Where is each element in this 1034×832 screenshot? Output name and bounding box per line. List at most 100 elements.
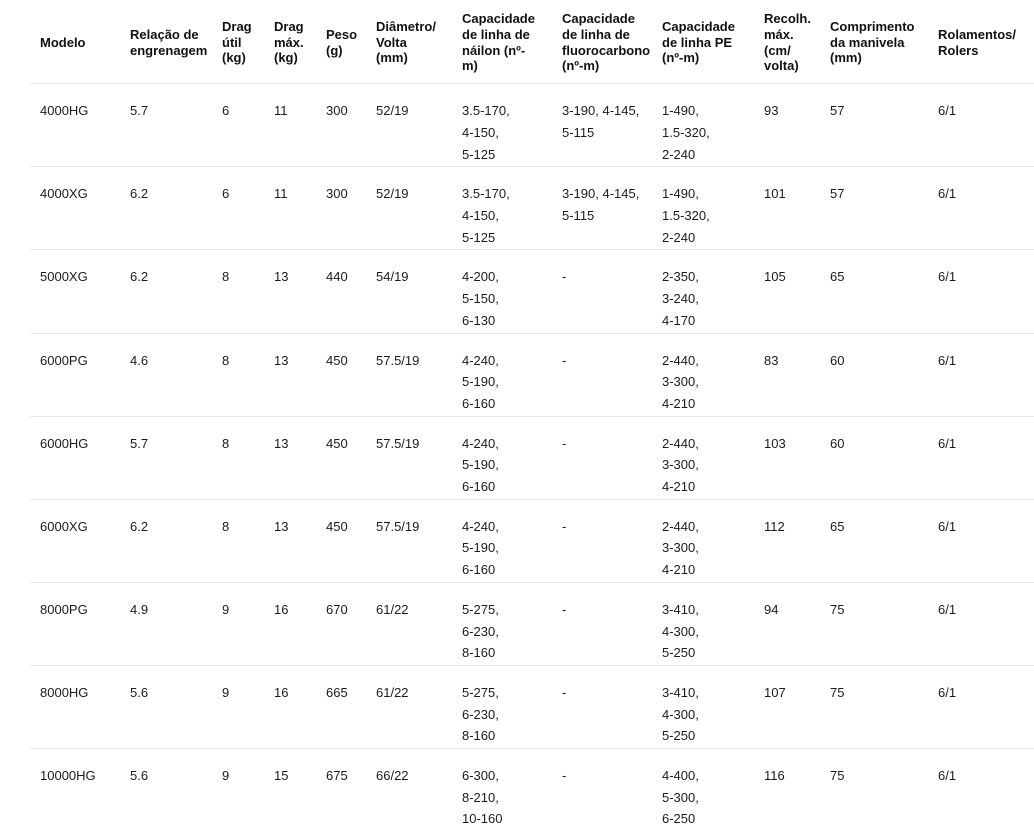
cell-gear-ratio: 5.6	[120, 665, 212, 750]
table-row: 6000XG 6.2 8 13 450 57.5/19 4-240, 5-190, 6-16…	[30, 499, 1034, 583]
cell-linha-nailon: 4-240, 5-190, 6-160	[452, 416, 552, 500]
column-header-recolhimento-max: Recolh. máx. (cm/ volta)	[754, 2, 820, 85]
cell-diametro-volta: 66/22	[376, 768, 409, 784]
cell-peso: 300	[316, 83, 366, 168]
cell-gear-ratio: 6.2	[120, 166, 212, 251]
cell-comprimento-manivela: 65	[820, 499, 928, 583]
cell-rolamentos: 6/1	[938, 768, 957, 784]
table-row: 5000XG 6.2 8 13 440 54/19 4-200, 5-150, 6-130-…	[30, 249, 1034, 334]
header-row: Modelo Relação de engrenagem Drag útil (…	[30, 2, 1034, 85]
column-header-comprimento-manivela: Comprimento da manivela (mm)	[820, 2, 928, 85]
cell-drag-max: 11	[264, 166, 316, 251]
cell-drag-util: 9	[222, 768, 230, 784]
cell-comprimento-manivela: 60	[820, 333, 928, 417]
cell-linha-fluorocarbono: -	[552, 333, 652, 417]
cell-diametro-volta: 57.5/19	[366, 333, 452, 417]
cell-rolamentos: 6/1	[928, 582, 1034, 666]
cell-diametro-volta: 57.5/19	[366, 416, 452, 500]
cell-modelo: 6000HG	[30, 416, 120, 500]
cell-drag-util: 8	[212, 333, 264, 417]
cell-diametro-volta: 57.5/19	[366, 499, 452, 583]
cell-diametro-volta: 52/19	[366, 166, 452, 251]
column-header-linha-pe: Capacidade de linha PE (nº-m)	[652, 2, 754, 85]
cell-recolhimento-max: 107	[754, 665, 820, 750]
cell-drag-max: 13	[264, 333, 316, 417]
cell-gear-ratio: 6.2	[120, 499, 212, 583]
cell-diametro-volta: 52/19	[366, 83, 452, 168]
cell-modelo: 10000HG	[40, 768, 96, 784]
cell-rolamentos: 6/1	[928, 665, 1034, 750]
cell-comprimento-manivela: 60	[820, 416, 928, 500]
cell-diametro-volta: 61/22	[366, 665, 452, 750]
cell-linha-pe: 1-490, 1.5-320, 2-240	[652, 166, 754, 251]
cell-linha-pe: 4-400, 5-300, 6-250	[662, 768, 699, 827]
column-header-modelo: Modelo	[30, 2, 120, 85]
cell-diametro-volta: 54/19	[366, 249, 452, 334]
column-header-diametro-volta: Diâmetro/ Volta (mm)	[366, 2, 452, 85]
cell-drag-util: 8	[212, 249, 264, 334]
cell-peso: 450	[316, 333, 366, 417]
cell-drag-max: 11	[264, 83, 316, 168]
cell-linha-pe: 2-350, 3-240, 4-170	[652, 249, 754, 334]
table-row: 8000PG 4.9 9 16 670 61/22 5-275, 6-230, 8-160-…	[30, 582, 1034, 666]
column-header-rolamentos: Rolamentos/ Rolers	[928, 2, 1034, 85]
cell-modelo: 4000XG	[30, 166, 120, 251]
cell-drag-max: 13	[264, 249, 316, 334]
cell-linha-nailon: 4-240, 5-190, 6-160	[452, 499, 552, 583]
column-header-drag-max: Drag máx. (kg)	[264, 2, 316, 85]
cell-linha-fluorocarbono: -	[552, 416, 652, 500]
cell-drag-util: 6	[212, 83, 264, 168]
cell-modelo: 6000PG	[30, 333, 120, 417]
cell-modelo: 8000HG	[30, 665, 120, 750]
cell-linha-pe: 3-410, 4-300, 5-250	[652, 665, 754, 750]
cell-modelo: 4000HG	[30, 83, 120, 168]
cell-drag-max: 16	[264, 582, 316, 666]
cell-linha-pe: 2-440, 3-300, 4-210	[652, 416, 754, 500]
cell-rolamentos: 6/1	[928, 499, 1034, 583]
cell-peso: 440	[316, 249, 366, 334]
cell-recolhimento-max: 101	[754, 166, 820, 251]
table-row: 4000HG 5.7 6 11 300 52/19 3.5-170, 4-150, 5-12…	[30, 83, 1034, 168]
cell-linha-pe: 3-410, 4-300, 5-250	[652, 582, 754, 666]
cell-peso: 670	[316, 582, 366, 666]
cell-comprimento-manivela: 75	[830, 768, 845, 784]
cell-linha-nailon: 5-275, 6-230, 8-160	[452, 582, 552, 666]
cell-modelo: 8000PG	[30, 582, 120, 666]
cell-drag-util: 6	[212, 166, 264, 251]
cell-linha-pe: 1-490, 1.5-320, 2-240	[652, 83, 754, 168]
cell-peso: 450	[316, 499, 366, 583]
cell-drag-util: 9	[212, 665, 264, 750]
cell-rolamentos: 6/1	[928, 249, 1034, 334]
table-row: 6000PG 4.6 8 13 450 57.5/19 4-240, 5-190, 6-16…	[30, 333, 1034, 417]
cell-comprimento-manivela: 57	[820, 166, 928, 251]
cell-linha-pe: 2-440, 3-300, 4-210	[652, 499, 754, 583]
cell-linha-nailon: 4-200, 5-150, 6-130	[452, 249, 552, 334]
reel-spec-table: Modelo Relação de engrenagem Drag útil (…	[30, 2, 1034, 832]
cell-rolamentos: 6/1	[928, 333, 1034, 417]
cell-comprimento-manivela: 57	[820, 83, 928, 168]
cell-peso: 300	[316, 166, 366, 251]
cell-gear-ratio: 4.6	[120, 333, 212, 417]
cell-gear-ratio: 5.6	[130, 768, 149, 784]
cell-linha-nailon: 3.5-170, 4-150, 5-125	[452, 166, 552, 251]
cell-linha-fluorocarbono: -	[552, 249, 652, 334]
cell-drag-max: 16	[264, 665, 316, 750]
cell-gear-ratio: 5.7	[120, 416, 212, 500]
column-header-linha-fluorocarbono: Capacidade de linha de fluorocarbono (nº…	[552, 2, 652, 85]
cell-recolhimento-max: 116	[764, 768, 785, 784]
cell-linha-nailon: 6-300, 8-210, 10-160	[462, 768, 503, 827]
cell-modelo: 5000XG	[30, 249, 120, 334]
cell-comprimento-manivela: 75	[820, 582, 928, 666]
cell-peso: 675	[326, 768, 348, 784]
cell-linha-fluorocarbono: 3-190, 4-145, 5-115	[552, 166, 652, 251]
table-row: 10000HG 5.6 9 15 675 66/22 6-300, 8-210, 10-16…	[30, 749, 1034, 832]
cell-diametro-volta: 61/22	[366, 582, 452, 666]
cell-linha-fluorocarbono: -	[552, 582, 652, 666]
table-row: 6000HG 5.7 8 13 450 57.5/19 4-240, 5-190, 6-16…	[30, 416, 1034, 500]
cell-comprimento-manivela: 65	[820, 249, 928, 334]
cell-gear-ratio: 4.9	[120, 582, 212, 666]
cell-linha-fluorocarbono: -	[562, 768, 567, 784]
cell-linha-fluorocarbono: -	[552, 499, 652, 583]
cell-recolhimento-max: 105	[754, 249, 820, 334]
cell-recolhimento-max: 112	[754, 499, 820, 583]
